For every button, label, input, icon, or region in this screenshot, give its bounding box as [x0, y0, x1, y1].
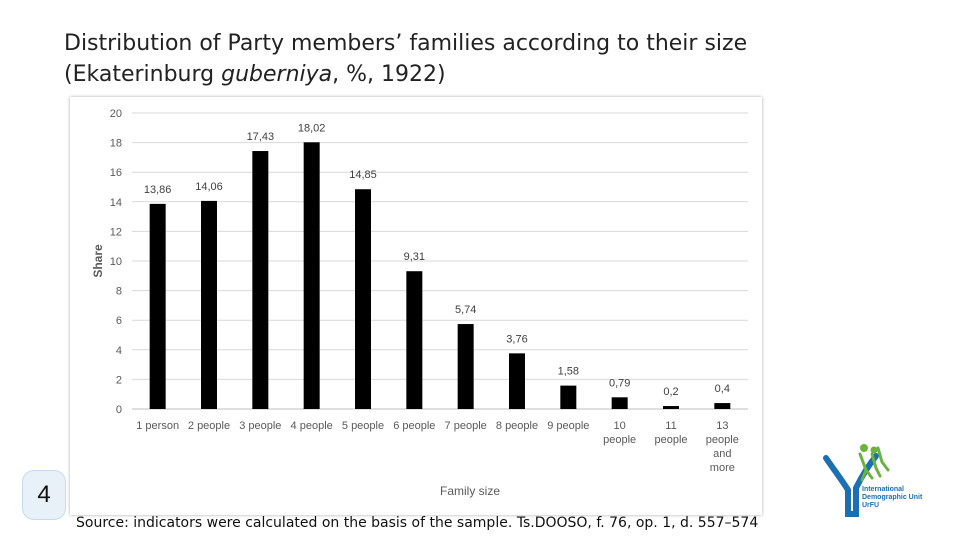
bar — [611, 397, 628, 409]
bar — [560, 385, 577, 409]
x-tick-label: 3 people — [239, 420, 281, 432]
y-tick-label: 6 — [116, 315, 122, 327]
data-label: 1,58 — [558, 366, 579, 378]
logo-text-line-2: Demographic Unit — [862, 494, 923, 501]
bar-chart: 0 2 4 6 8 10 12 14 16 18 20 13,86 1 person 14,06 2 peo… — [91, 108, 748, 498]
data-label: 0,79 — [609, 377, 630, 389]
slide-title: Distribution of Party members’ families … — [64, 28, 864, 90]
y-tick-label: 4 — [116, 345, 122, 357]
data-label: 3,76 — [506, 333, 527, 345]
x-tick-label: 13 — [716, 420, 728, 432]
data-label: 0,4 — [715, 383, 730, 395]
x-tick-label: 11 — [665, 420, 676, 432]
data-label: 5,74 — [455, 304, 476, 316]
bar — [149, 203, 166, 409]
y-tick-label: 18 — [110, 138, 122, 150]
bar — [303, 142, 320, 409]
chart-frame: 0 2 4 6 8 10 12 14 16 18 20 13,86 1 person 14,06 2 peo… — [70, 97, 762, 515]
title-line-2-start: (Ekaterinburg — [64, 62, 222, 87]
title-guberniya: guberniya — [221, 62, 333, 87]
bar — [509, 353, 525, 409]
source-note: Source: indicators were calculated on th… — [76, 515, 759, 531]
x-tick-label: 1 person — [136, 420, 179, 432]
y-tick-label: 8 — [116, 286, 122, 298]
data-label: 14,06 — [195, 181, 223, 193]
title-line-1: Distribution of Party members’ families … — [64, 31, 748, 56]
x-tick-label: 10 — [614, 420, 626, 432]
bar — [252, 151, 269, 409]
idu-logo-icon — [823, 444, 890, 517]
bar — [663, 406, 679, 409]
y-tick-label: 2 — [116, 374, 122, 386]
x-tick-label: 4 people — [291, 420, 333, 432]
x-tick-label: people — [603, 434, 636, 446]
title-line-2-end: , %, 1922) — [332, 62, 446, 87]
data-label: 13,86 — [144, 184, 172, 196]
y-tick-label: 0 — [116, 404, 122, 416]
x-tick-label: and — [713, 448, 731, 460]
data-label: 18,02 — [298, 122, 326, 134]
logo-text-line-3: UrFU — [862, 502, 880, 509]
title-line-2: (Ekaterinburg guberniya, %, 1922) — [64, 59, 864, 90]
bar — [457, 324, 474, 409]
y-tick-label: 16 — [110, 167, 122, 179]
x-tick-label: 7 people — [445, 420, 487, 432]
y-tick-label: 12 — [110, 226, 122, 238]
x-tick-label: 5 people — [342, 420, 384, 432]
page-number-badge: 4 — [22, 470, 66, 520]
page-number: 4 — [37, 481, 51, 508]
x-tick-label: people — [706, 434, 739, 446]
bar — [201, 200, 217, 409]
bar — [714, 403, 731, 409]
x-axis-title: Family size — [440, 484, 500, 498]
bar — [406, 271, 423, 409]
data-label: 14,85 — [349, 169, 377, 181]
x-tick-label: more — [710, 462, 735, 474]
data-label: 17,43 — [247, 131, 275, 143]
y-axis-title: Share — [91, 244, 105, 278]
y-tick-label: 20 — [110, 108, 122, 120]
x-tick-label: 8 people — [496, 420, 538, 432]
x-tick-label: 2 people — [188, 420, 230, 432]
logo-text-line-1: International — [862, 486, 905, 493]
data-label: 9,31 — [404, 251, 425, 263]
x-tick-label: people — [654, 434, 687, 446]
x-tick-label: 9 people — [547, 420, 589, 432]
y-tick-label: 10 — [110, 256, 122, 268]
logo-text: International Demographic Unit UrFU — [862, 486, 932, 510]
bar — [355, 189, 371, 409]
data-label: 0,2 — [663, 386, 678, 398]
y-tick-label: 14 — [110, 197, 122, 209]
x-tick-label: 6 people — [393, 420, 435, 432]
